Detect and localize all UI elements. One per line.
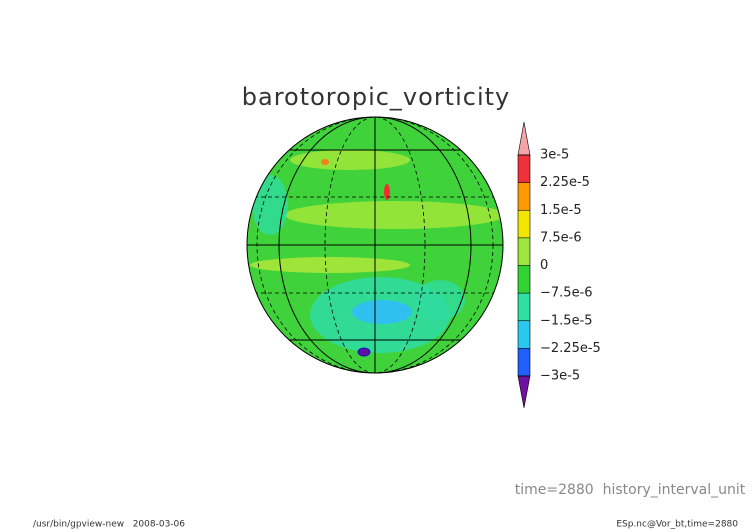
colorbar-tick-label: 1.5e-5 <box>540 203 582 218</box>
colorbar-band <box>518 265 530 294</box>
colorbar-extend-top <box>517 121 531 156</box>
colorbar-band <box>518 348 530 376</box>
colorbar-tick-label: −7.5e-6 <box>540 286 593 301</box>
colorbar-tick-label: −2.25e-5 <box>540 341 601 356</box>
colorbar-band <box>518 210 530 238</box>
colorbar-band <box>518 237 530 266</box>
colorbar-band <box>518 293 530 321</box>
globe-outline <box>246 116 504 374</box>
colorbar-band <box>518 320 530 349</box>
colorbar-tick-label: 7.5e-6 <box>540 230 582 245</box>
colorbar-tick-label: 2.25e-5 <box>540 175 590 190</box>
footer-right: ESp.nc@Vor_bt,time=2880 <box>616 520 738 530</box>
colorbar-tick-label: 3e-5 <box>540 148 569 163</box>
annotation: time=2880 history_interval_unit <box>515 482 746 498</box>
colorbar-tick-label: −1.5e-5 <box>540 313 593 328</box>
colorbar-tick-label: 0 <box>540 258 548 273</box>
globe <box>247 117 503 373</box>
colorbar-tick-label: −3e-5 <box>540 369 580 384</box>
title: barotoropic_vorticity <box>242 83 511 111</box>
colorbar-extend-bottom <box>517 375 531 409</box>
colorbar-band <box>518 155 530 183</box>
colorbar: 3e-5 2.25e-5 1.5e-5 7.5e-6 0 −7.5e-6 −1.5e-5 −2… <box>517 121 601 409</box>
footer-left: /usr/bin/gpview-new 2008-03-06 <box>33 520 185 530</box>
colorbar-band <box>518 182 530 211</box>
